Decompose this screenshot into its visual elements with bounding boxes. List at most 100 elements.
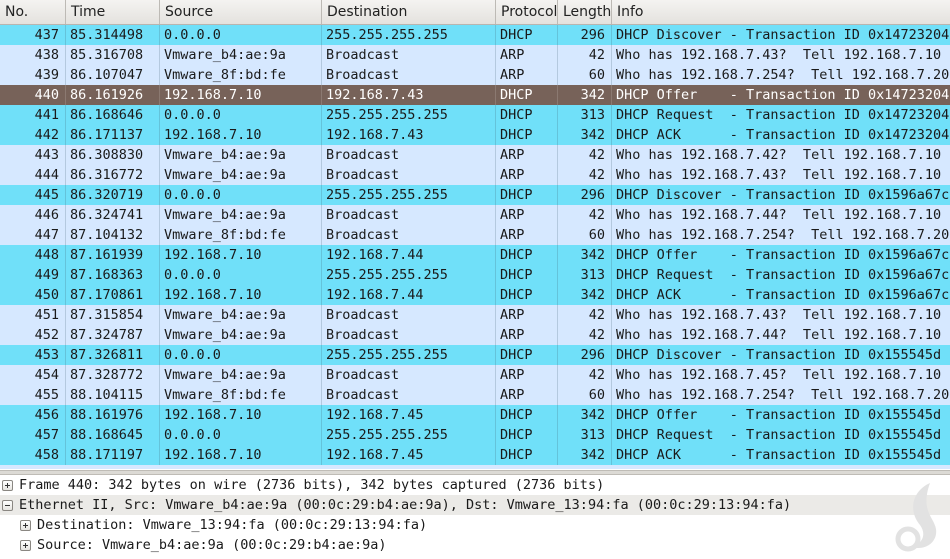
- detail-row-source[interactable]: Source: Vmware_b4:ae:9a (00:0c:29:b4:ae:…: [0, 535, 950, 555]
- cell-destination: Broadcast: [322, 205, 496, 225]
- cell-protocol: ARP: [496, 325, 558, 345]
- cell-protocol: ARP: [496, 365, 558, 385]
- cell-length: 60: [558, 385, 612, 405]
- packet-list[interactable]: No. Time Source Destination Protocol Len…: [0, 0, 950, 470]
- table-row[interactable]: 449 87.168363 0.0.0.0 255.255.255.255 DHCP 31…: [0, 265, 950, 285]
- table-row[interactable]: 453 87.326811 0.0.0.0 255.255.255.255 DHCP 29…: [0, 345, 950, 365]
- table-row[interactable]: 451 87.315854 Vmware_b4:ae:9a Broadcast ARP 4…: [0, 305, 950, 325]
- cell-protocol: ARP: [496, 385, 558, 405]
- cell-protocol: ARP: [496, 65, 558, 85]
- expand-icon[interactable]: [2, 479, 13, 491]
- column-header-length[interactable]: Length: [558, 0, 612, 24]
- cell-source: 192.168.7.10: [160, 85, 322, 105]
- cell-destination: 255.255.255.255: [322, 185, 496, 205]
- cell-source: 0.0.0.0: [160, 185, 322, 205]
- cell-time: 86.320719: [66, 185, 160, 205]
- cell-destination: Broadcast: [322, 145, 496, 165]
- cell-time: 87.324787: [66, 325, 160, 345]
- cell-length: 60: [558, 65, 612, 85]
- table-row-selected[interactable]: 440 86.161926 192.168.7.10 192.168.7.43 DHCP…: [0, 85, 950, 105]
- table-row[interactable]: 442 86.171137 192.168.7.10 192.168.7.43 DHCP…: [0, 125, 950, 145]
- column-header-protocol[interactable]: Protocol: [496, 0, 558, 24]
- cell-source: Vmware_b4:ae:9a: [160, 325, 322, 345]
- cell-length: 342: [558, 245, 612, 265]
- cell-time: 87.326811: [66, 345, 160, 365]
- cell-source: Vmware_8f:bd:fe: [160, 225, 322, 245]
- column-header-source[interactable]: Source: [160, 0, 322, 24]
- cell-info: Who has 192.168.7.44? Tell 192.168.7.10: [616, 327, 942, 343]
- table-row[interactable]: 439 86.107047 Vmware_8f:bd:fe Broadcast ARP 6…: [0, 65, 950, 85]
- table-row[interactable]: 437 85.314498 0.0.0.0 255.255.255.255 DHCP 29…: [0, 25, 950, 45]
- table-row[interactable]: 450 87.170861 192.168.7.10 192.168.7.44 DHCP…: [0, 285, 950, 305]
- cell-no: 458: [0, 445, 66, 465]
- collapse-icon[interactable]: [2, 499, 13, 511]
- table-row[interactable]: 456 88.161976 192.168.7.10 192.168.7.45 DHCP…: [0, 405, 950, 425]
- column-header-no[interactable]: No.: [0, 0, 66, 24]
- expand-icon[interactable]: [20, 539, 31, 551]
- cell-time: 87.168363: [66, 265, 160, 285]
- table-row[interactable]: 452 87.324787 Vmware_b4:ae:9a Broadcast ARP 4…: [0, 325, 950, 345]
- cell-time: 87.315854: [66, 305, 160, 325]
- cell-destination: Broadcast: [322, 385, 496, 405]
- cell-no: 452: [0, 325, 66, 345]
- detail-text: Source: Vmware_b4:ae:9a (00:0c:29:b4:ae:…: [37, 537, 387, 553]
- cell-info: Who has 192.168.7.42? Tell 192.168.7.10: [616, 147, 942, 163]
- table-row[interactable]: 457 88.168645 0.0.0.0 255.255.255.255 DHCP 31…: [0, 425, 950, 445]
- cell-source: 0.0.0.0: [160, 265, 322, 285]
- column-header-info[interactable]: Info: [617, 4, 644, 20]
- detail-text: Frame 440: 342 bytes on wire (2736 bits)…: [19, 477, 605, 493]
- table-row[interactable]: 444 86.316772 Vmware_b4:ae:9a Broadcast ARP 4…: [0, 165, 950, 185]
- table-row[interactable]: 448 87.161939 192.168.7.10 192.168.7.44 DHCP…: [0, 245, 950, 265]
- table-row[interactable]: 445 86.320719 0.0.0.0 255.255.255.255 DHCP 29…: [0, 185, 950, 205]
- table-row[interactable]: 455 88.104115 Vmware_8f:bd:fe Broadcast ARP 6…: [0, 385, 950, 405]
- table-row[interactable]: 443 86.308830 Vmware_b4:ae:9a Broadcast ARP 4…: [0, 145, 950, 165]
- cell-source: 192.168.7.10: [160, 245, 322, 265]
- cell-time: 86.168646: [66, 105, 160, 125]
- cell-no: 448: [0, 245, 66, 265]
- cell-time: 88.104115: [66, 385, 160, 405]
- cell-no: 438: [0, 45, 66, 65]
- cell-destination: 192.168.7.45: [322, 405, 496, 425]
- table-row[interactable]: 458 88.171197 192.168.7.10 192.168.7.45 DHCP…: [0, 445, 950, 465]
- detail-row-frame[interactable]: Frame 440: 342 bytes on wire (2736 bits)…: [0, 475, 950, 495]
- cell-length: 342: [558, 285, 612, 305]
- cell-length: 296: [558, 25, 612, 45]
- cell-no: 455: [0, 385, 66, 405]
- packet-details-pane[interactable]: Frame 440: 342 bytes on wire (2736 bits)…: [0, 475, 950, 559]
- cell-source: 0.0.0.0: [160, 105, 322, 125]
- pane-splitter[interactable]: [0, 470, 950, 475]
- cell-destination: 255.255.255.255: [322, 265, 496, 285]
- expand-icon[interactable]: [20, 519, 31, 531]
- cell-time: 86.107047: [66, 65, 160, 85]
- cell-source: 192.168.7.10: [160, 445, 322, 465]
- table-row[interactable]: 438 85.316708 Vmware_b4:ae:9a Broadcast ARP 4…: [0, 45, 950, 65]
- detail-row-ethernet[interactable]: Ethernet II, Src: Vmware_b4:ae:9a (00:0c…: [0, 495, 950, 515]
- cell-info: DHCP Discover - Transaction ID 0x155545d: [616, 347, 942, 363]
- cell-destination: 192.168.7.43: [322, 125, 496, 145]
- cell-info: DHCP ACK - Transaction ID 0x1596a67c: [616, 287, 950, 303]
- cell-length: 42: [558, 45, 612, 65]
- cell-time: 88.161976: [66, 405, 160, 425]
- table-row[interactable]: 441 86.168646 0.0.0.0 255.255.255.255 DHCP 31…: [0, 105, 950, 125]
- cell-info: DHCP ACK - Transaction ID 0x155545d: [616, 447, 942, 463]
- cell-time: 86.161926: [66, 85, 160, 105]
- cell-protocol: DHCP: [496, 345, 558, 365]
- table-row[interactable]: 454 87.328772 Vmware_b4:ae:9a Broadcast ARP 4…: [0, 365, 950, 385]
- cell-source: 0.0.0.0: [160, 345, 322, 365]
- cell-time: 85.316708: [66, 45, 160, 65]
- cell-destination: 192.168.7.45: [322, 445, 496, 465]
- column-header-time[interactable]: Time: [66, 0, 160, 24]
- cell-destination: Broadcast: [322, 365, 496, 385]
- cell-info: DHCP Request - Transaction ID 0x155545d: [616, 427, 942, 443]
- cell-no: 437: [0, 25, 66, 45]
- cell-length: 313: [558, 105, 612, 125]
- cell-destination: 192.168.7.44: [322, 285, 496, 305]
- column-header-destination[interactable]: Destination: [322, 0, 496, 24]
- cell-source: Vmware_b4:ae:9a: [160, 165, 322, 185]
- cell-no: 454: [0, 365, 66, 385]
- detail-row-destination[interactable]: Destination: Vmware_13:94:fa (00:0c:29:1…: [0, 515, 950, 535]
- cell-info: Who has 192.168.7.43? Tell 192.168.7.10: [616, 167, 942, 183]
- table-row[interactable]: 446 86.324741 Vmware_b4:ae:9a Broadcast ARP 4…: [0, 205, 950, 225]
- cell-source: Vmware_8f:bd:fe: [160, 385, 322, 405]
- table-row[interactable]: 447 87.104132 Vmware_8f:bd:fe Broadcast ARP 6…: [0, 225, 950, 245]
